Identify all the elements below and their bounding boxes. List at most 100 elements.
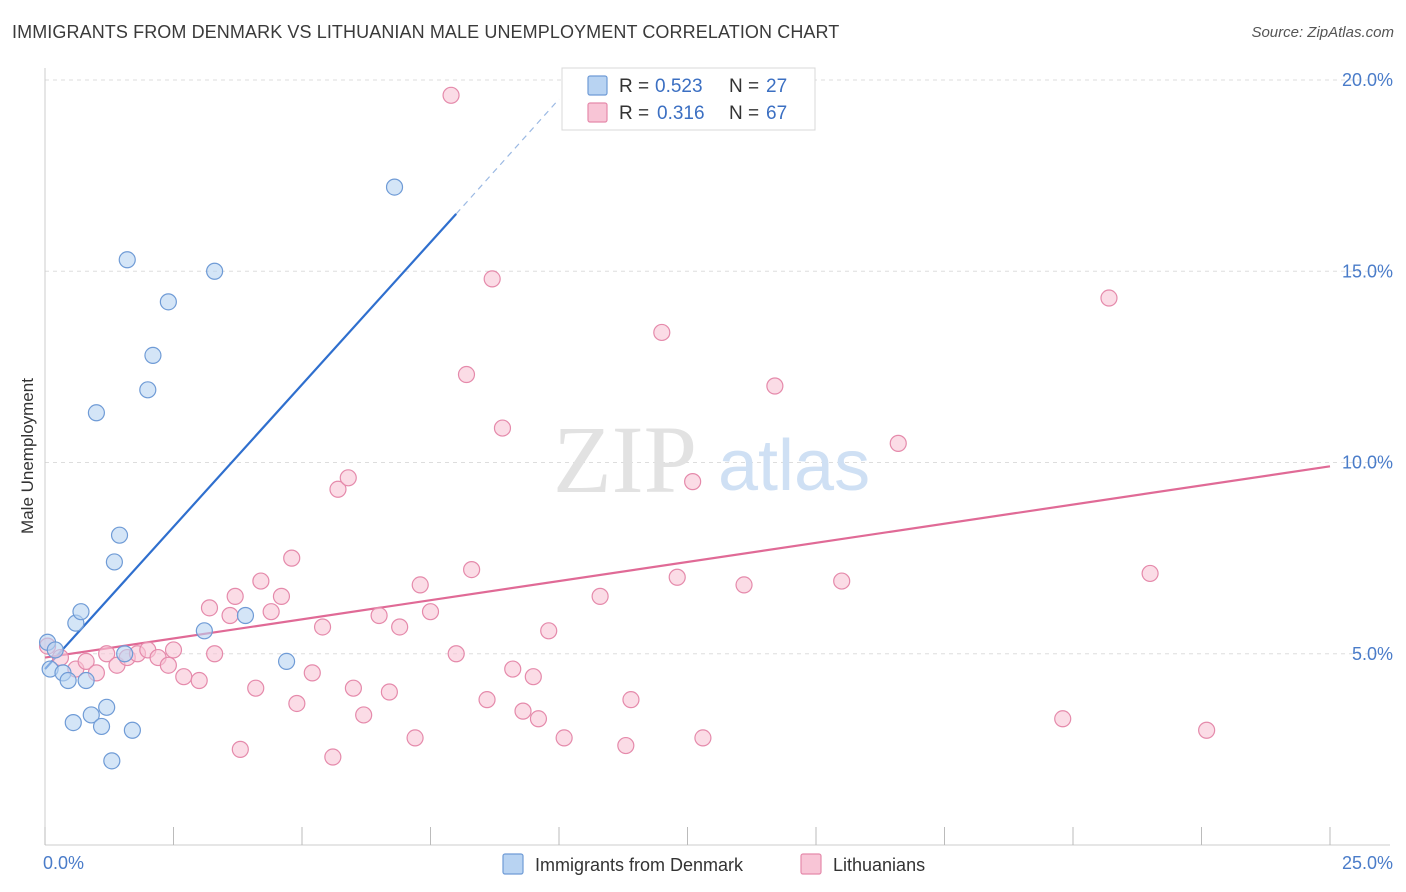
point-pink-42	[463, 560, 481, 579]
point-pink-64	[1100, 289, 1118, 307]
stats-legend: R = 0.523 N = 27 R = 0.316 N = 67	[561, 67, 816, 131]
point-pink-54	[622, 691, 640, 709]
x-tick-label-end: 25.0%	[1342, 853, 1393, 873]
point-blue-16	[116, 645, 134, 663]
point-pink-40	[447, 645, 465, 663]
point-pink-46	[504, 660, 522, 678]
point-blue-25	[277, 652, 296, 671]
point-pink-3	[77, 652, 95, 671]
legend-n-value-pink: 67	[766, 103, 787, 124]
chart-title: IMMIGRANTS FROM DENMARK VS LITHUANIAN MA…	[12, 22, 840, 42]
point-pink-43	[478, 691, 496, 709]
point-pink-14	[190, 671, 208, 690]
point-pink-55	[653, 323, 671, 342]
x-tick-label-start: 0.0%	[43, 853, 84, 873]
point-pink-28	[324, 748, 342, 766]
point-pink-37	[411, 576, 429, 594]
point-pink-60	[766, 377, 784, 395]
point-pink-51	[555, 729, 573, 747]
legend-r-value-blue: 0.523	[655, 76, 703, 97]
point-pink-34	[380, 683, 398, 701]
legend-n-label-pink: N =	[729, 103, 759, 124]
point-pink-32	[355, 706, 373, 724]
series-legend-swatch-denmark	[502, 853, 524, 875]
point-pink-45	[493, 419, 512, 437]
point-pink-38	[421, 603, 440, 621]
point-pink-17	[221, 606, 239, 625]
point-blue-21	[159, 293, 177, 311]
point-blue-13	[103, 752, 121, 770]
series-legend-swatch-lithuanians	[800, 853, 822, 875]
point-pink-41	[457, 365, 476, 384]
trend-layer	[44, 98, 1331, 670]
point-pink-29	[329, 480, 347, 498]
legend-swatch-blue	[587, 75, 608, 96]
point-blue-19	[139, 381, 157, 399]
point-blue-20	[144, 346, 162, 364]
point-pink-20	[247, 679, 265, 697]
point-pink-39	[442, 86, 460, 104]
point-blue-14	[105, 553, 123, 571]
legend-n-label-blue: N =	[729, 76, 759, 97]
point-blue-11	[92, 717, 111, 736]
point-pink-57	[684, 473, 702, 491]
trend-extension-blue	[455, 98, 560, 215]
y-tick-label-20: 20.0%	[1342, 70, 1393, 90]
series-legend-label-lithuanians: Lithuanians	[833, 855, 925, 875]
point-blue-18	[123, 721, 141, 739]
point-blue-10	[87, 404, 106, 422]
point-pink-27	[313, 618, 332, 636]
point-blue-4	[59, 671, 77, 690]
point-blue-5	[64, 713, 82, 732]
point-pink-21	[252, 572, 270, 590]
point-pink-36	[406, 729, 424, 747]
points-layer	[38, 86, 1216, 770]
point-pink-12	[164, 641, 183, 659]
point-blue-7	[72, 603, 90, 621]
watermark-zip-text: ZIP	[553, 406, 697, 513]
point-pink-16	[206, 645, 224, 663]
point-pink-66	[1198, 721, 1216, 739]
point-pink-61	[833, 572, 851, 590]
point-pink-19	[231, 740, 249, 758]
point-pink-35	[391, 618, 409, 636]
y-tick-label-15: 15.0%	[1342, 261, 1393, 281]
point-blue-26	[385, 178, 404, 196]
point-pink-22	[262, 603, 280, 621]
point-pink-56	[668, 568, 686, 586]
point-pink-30	[339, 469, 357, 487]
point-blue-8	[77, 671, 95, 690]
point-pink-47	[514, 702, 532, 720]
point-pink-26	[303, 664, 321, 682]
point-pink-48	[524, 668, 542, 686]
legend-n-value-blue: 27	[766, 76, 787, 97]
legend-r-value-pink: 0.316	[657, 103, 705, 124]
point-pink-53	[617, 736, 635, 755]
point-blue-9	[82, 706, 100, 724]
axis-layer: 5.0% 10.0% 15.0% 20.0% 0.0% 25.0%	[43, 68, 1393, 873]
y-tick-label-10: 10.0%	[1342, 453, 1393, 473]
point-blue-12	[98, 698, 116, 716]
point-pink-23	[272, 587, 291, 605]
point-blue-2	[46, 641, 64, 659]
point-pink-25	[288, 694, 306, 713]
point-blue-22	[195, 622, 213, 640]
point-blue-23	[206, 262, 224, 280]
point-pink-24	[283, 549, 301, 567]
series-legend: Immigrants from Denmark Lithuanians	[502, 853, 925, 875]
point-pink-63	[1054, 710, 1072, 728]
point-pink-18	[226, 587, 244, 605]
grid-layer	[45, 79, 1380, 655]
point-pink-49	[529, 710, 548, 728]
point-pink-65	[1141, 564, 1159, 583]
point-blue-17	[118, 251, 136, 269]
point-pink-50	[540, 622, 558, 640]
point-pink-33	[370, 606, 388, 625]
trend-line-blue	[44, 213, 458, 670]
watermark: ZIP atlas	[553, 406, 870, 513]
y-tick-label-5: 5.0%	[1352, 644, 1393, 664]
point-blue-24	[236, 606, 255, 625]
legend-swatch-pink	[587, 102, 608, 123]
point-blue-15	[110, 526, 129, 544]
